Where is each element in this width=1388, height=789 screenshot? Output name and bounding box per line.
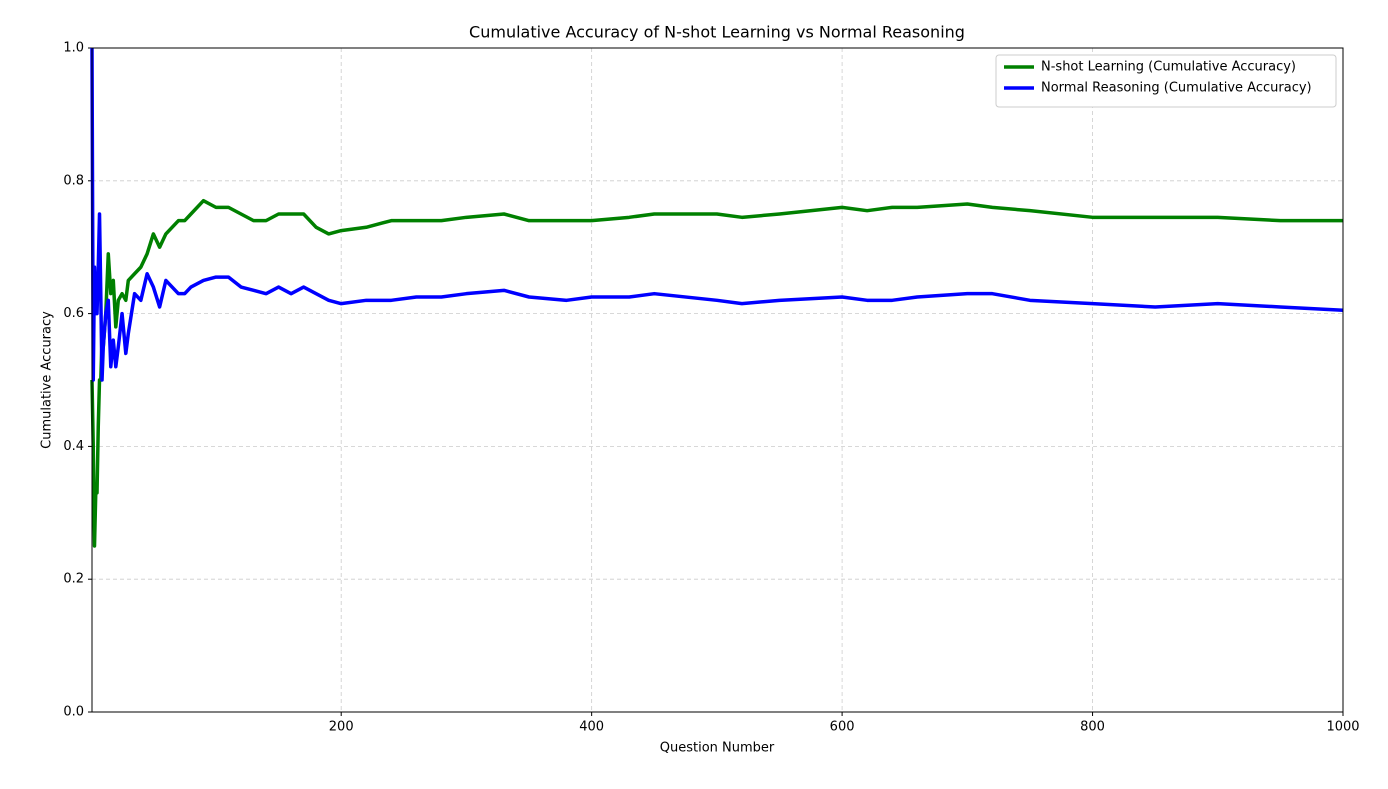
x-tick-label: 1000 xyxy=(1326,720,1359,735)
y-tick-label: 0.8 xyxy=(63,173,84,188)
legend-box xyxy=(995,54,1337,108)
y-tick-label: 0.6 xyxy=(63,306,84,321)
y-axis-label: Cumulative Accuracy xyxy=(40,311,55,449)
legend-label: Normal Reasoning (Cumulative Accuracy) xyxy=(1041,81,1312,96)
x-tick-label: 800 xyxy=(1080,720,1105,735)
series-line xyxy=(90,47,1344,382)
plot-frame xyxy=(91,47,1344,713)
y-tick-label: 1.0 xyxy=(63,41,84,56)
y-tick-label: 0.2 xyxy=(63,572,84,587)
x-axis-label: Question Number xyxy=(660,741,775,756)
x-tick-label: 200 xyxy=(329,720,354,735)
y-tick-label: 0.4 xyxy=(63,439,84,454)
x-tick-label: 600 xyxy=(830,720,855,735)
x-tick-label: 400 xyxy=(579,720,604,735)
chart-title: Cumulative Accuracy of N-shot Learning v… xyxy=(469,23,965,42)
series-line xyxy=(90,198,1343,548)
legend-label: N-shot Learning (Cumulative Accuracy) xyxy=(1041,60,1296,75)
y-tick-label: 0.0 xyxy=(63,705,84,720)
legend: N-shot Learning (Cumulative Accuracy) Nor… xyxy=(995,54,1337,108)
